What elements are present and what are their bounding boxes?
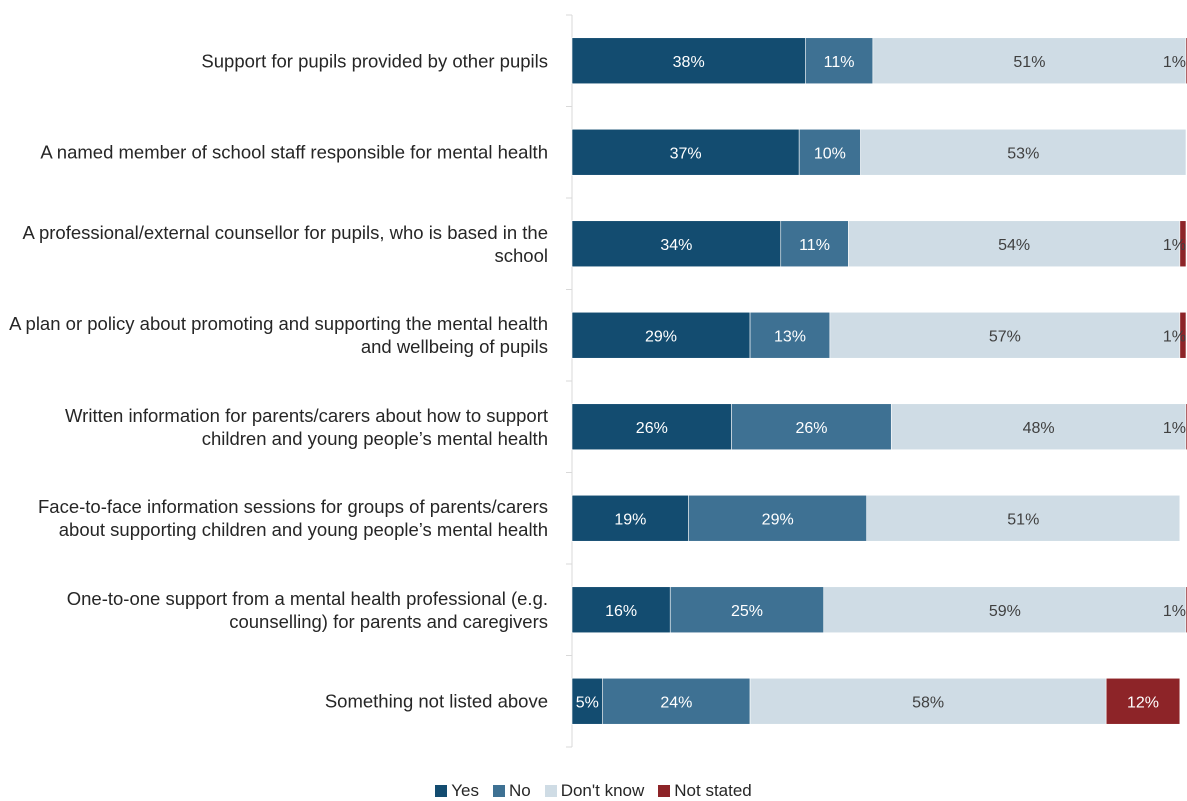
bar-segment bbox=[571, 677, 604, 725]
legend-swatch bbox=[658, 785, 671, 797]
data-label: 12% bbox=[1127, 694, 1159, 711]
data-label: 1% bbox=[1163, 328, 1186, 345]
data-label: 11% bbox=[799, 237, 830, 254]
data-label: 29% bbox=[762, 511, 794, 528]
category-label: A plan or policy about promoting and sup… bbox=[9, 313, 548, 358]
bar-segment bbox=[571, 403, 732, 451]
data-label: 19% bbox=[614, 511, 646, 528]
legend-item: Not stated bbox=[658, 781, 752, 801]
data-label: 34% bbox=[660, 237, 692, 254]
category-label: Written information for parents/carers a… bbox=[65, 404, 548, 449]
bar-segment bbox=[847, 220, 1181, 268]
bar-segment bbox=[749, 677, 1107, 725]
legend-swatch bbox=[544, 785, 557, 797]
data-label: 11% bbox=[824, 54, 855, 71]
data-label: 51% bbox=[1013, 54, 1045, 71]
data-label: 13% bbox=[774, 328, 806, 345]
data-label: 1% bbox=[1163, 420, 1186, 437]
data-label: 5% bbox=[576, 694, 599, 711]
data-label: 26% bbox=[636, 420, 668, 437]
bar-segment bbox=[829, 311, 1181, 359]
bar-segment bbox=[571, 220, 782, 268]
bar-segment bbox=[823, 586, 1187, 634]
legend-swatch bbox=[492, 785, 505, 797]
data-label: 59% bbox=[989, 603, 1021, 620]
legend-item: No bbox=[492, 781, 531, 801]
data-label: 38% bbox=[673, 54, 705, 71]
data-label: 1% bbox=[1163, 237, 1186, 254]
bar-segment bbox=[571, 586, 671, 634]
bar-segment bbox=[571, 128, 800, 176]
data-label: 51% bbox=[1007, 511, 1039, 528]
category-label: Support for pupils provided by other pup… bbox=[201, 50, 548, 72]
bar-segment bbox=[749, 311, 831, 359]
data-label: 57% bbox=[989, 328, 1021, 345]
data-label: 24% bbox=[660, 694, 692, 711]
bar-segment bbox=[1179, 220, 1187, 268]
data-label: 37% bbox=[670, 145, 702, 162]
legend-label: Yes bbox=[451, 781, 479, 800]
category-label: Something not listed above bbox=[324, 690, 548, 712]
legend-item: Yes bbox=[435, 781, 479, 801]
data-label: 54% bbox=[998, 237, 1030, 254]
bar-segment bbox=[571, 494, 689, 542]
legend: Yes No Don't know Not stated bbox=[0, 781, 1187, 801]
bar-segment bbox=[1179, 311, 1187, 359]
legend-swatch bbox=[435, 785, 448, 797]
bar-segment bbox=[571, 37, 806, 85]
data-label: 10% bbox=[814, 145, 846, 162]
bar-segment bbox=[571, 311, 751, 359]
bar-segment bbox=[731, 403, 892, 451]
bar-segment bbox=[866, 494, 1181, 542]
legend-label: Don't know bbox=[560, 781, 645, 800]
legend-item: Don't know bbox=[544, 781, 645, 801]
bar-segment bbox=[602, 677, 751, 725]
data-label: 16% bbox=[605, 603, 637, 620]
category-label: Face-to-face information sessions for gr… bbox=[37, 496, 548, 541]
data-label: 48% bbox=[1023, 420, 1055, 437]
bar-segment bbox=[798, 128, 861, 176]
bar-segment bbox=[872, 37, 1187, 85]
legend-label: No bbox=[508, 781, 531, 800]
category-label: One-to-one support from a mental health … bbox=[66, 587, 548, 632]
data-label: 25% bbox=[731, 603, 763, 620]
bar-segment bbox=[805, 37, 874, 85]
legend-label: Not stated bbox=[674, 781, 752, 800]
category-label: A professional/external counsellor for p… bbox=[22, 221, 549, 266]
bar-segment bbox=[860, 128, 1187, 176]
category-label: A named member of school staff responsib… bbox=[40, 141, 548, 163]
data-label: 1% bbox=[1163, 603, 1186, 620]
data-label: 29% bbox=[645, 328, 677, 345]
bar-segment bbox=[780, 220, 849, 268]
data-label: 58% bbox=[912, 694, 944, 711]
data-label: 1% bbox=[1163, 54, 1186, 71]
data-label: 53% bbox=[1007, 145, 1039, 162]
bar-segment bbox=[1105, 677, 1181, 725]
bar-segment bbox=[890, 403, 1187, 451]
data-label: 26% bbox=[795, 420, 827, 437]
